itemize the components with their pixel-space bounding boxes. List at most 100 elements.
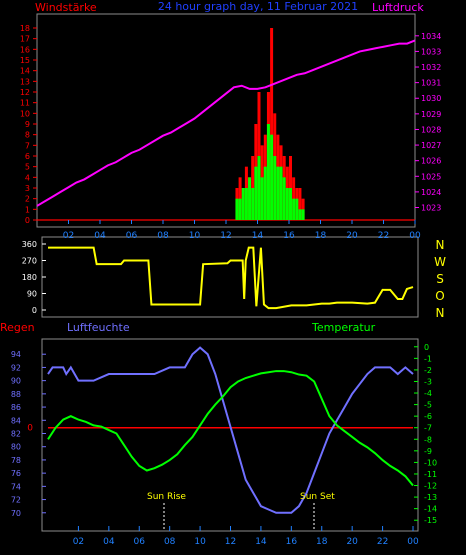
wind-tick-label: 10: [20, 109, 30, 118]
humidity-tick-label: 70: [11, 509, 21, 518]
wind-tick-label: 8: [25, 131, 30, 140]
temperature-tick-label: -10: [424, 458, 437, 467]
wind-tick-label: 2: [25, 195, 30, 204]
wind-tick-label: 12: [20, 88, 30, 97]
top-chart-axes: 0123456789101112131415161718102310241025…: [20, 24, 442, 241]
wind-gust-bar: [298, 188, 302, 220]
temperature-tick-label: -15: [424, 516, 437, 525]
bottom-hour-label: 00: [407, 537, 419, 547]
wind-mean-bar: [292, 198, 296, 220]
top-hour-label: 18: [315, 231, 327, 241]
temperatur-label: Temperatur: [311, 321, 376, 334]
temperature-tick-label: -3: [424, 377, 432, 386]
compass-letter: N: [436, 306, 445, 320]
wind-bars: [235, 28, 305, 220]
bottom-hour-label: 20: [346, 537, 358, 547]
top-hour-label: 14: [252, 231, 264, 241]
compass-letter: S: [436, 272, 444, 286]
wind-gust-bar: [270, 28, 274, 220]
wind-tick-label: 6: [25, 152, 30, 161]
bottom-hour-label: 16: [286, 537, 298, 547]
top-hour-label: 22: [378, 231, 389, 241]
humidity-tick-label: 76: [11, 469, 21, 478]
graph-title: 24 hour graph day, 11 Februar 2021: [158, 0, 358, 13]
wind-gust-bar: [292, 177, 296, 220]
wind-mean-bar: [235, 198, 239, 220]
regen-tick-label: 0: [27, 424, 33, 434]
wind-tick-label: 15: [20, 56, 30, 65]
compass-letter: O: [435, 289, 444, 303]
wind-mean-bar: [289, 188, 292, 220]
top-hour-label: 16: [283, 231, 295, 241]
humidity-line: [47, 346, 414, 514]
wind-mean-bar: [273, 156, 277, 220]
direction-tick-label: 0: [32, 306, 37, 315]
pressure-tick-label: 1023: [421, 204, 441, 213]
bottom-chart-frame: [41, 338, 419, 532]
temperature-tick-label: -2: [424, 366, 432, 375]
direction-tick-label: 360: [22, 240, 37, 249]
bottom-hour-label: 10: [194, 537, 206, 547]
top-hour-label: 08: [157, 231, 169, 241]
wind-tick-label: 5: [25, 163, 30, 172]
temperature-tick-label: -13: [424, 493, 437, 502]
pressure-tick-label: 1030: [421, 94, 441, 103]
wind-mean-bar: [260, 177, 264, 220]
top-hour-label: 02: [63, 231, 74, 241]
pressure-tick-label: 1034: [421, 32, 441, 41]
pressure-tick-label: 1024: [421, 188, 441, 197]
wind-tick-label: 13: [20, 77, 30, 86]
top-hour-label: 04: [94, 231, 106, 241]
pressure-tick-label: 1028: [421, 125, 441, 134]
luftdruck-title: Luftdruck: [372, 1, 424, 14]
direction-tick-label: 270: [22, 257, 37, 266]
wind-mean-bar: [298, 209, 302, 220]
wind-mean-bar: [295, 198, 299, 220]
temperature-tick-label: -11: [424, 470, 437, 479]
compass-letter: N: [436, 238, 445, 252]
pressure-tick-label: 1032: [421, 63, 441, 72]
sun-rise-label: Sun Rise: [147, 492, 186, 502]
wind-gust-bar: [238, 177, 242, 220]
regen-label: Regen: [0, 321, 35, 334]
temperature-tick-label: -14: [424, 505, 437, 514]
wind-direction-axes: 0 90 180 270 360: [22, 240, 46, 315]
wind-mean-bar: [301, 209, 305, 220]
humidity-tick-label: 94: [11, 350, 21, 359]
sun-set-label: Sun Set: [300, 492, 335, 502]
wind-tick-label: 18: [20, 24, 30, 33]
humidity-tick-label: 82: [11, 430, 21, 439]
humidity-tick-label: 86: [11, 403, 21, 412]
temperature-line: [47, 370, 414, 487]
wind-tick-label: 17: [20, 35, 30, 44]
wind-mean-bar: [270, 134, 274, 220]
wind-tick-label: 11: [20, 99, 30, 108]
bottom-hour-label: 12: [225, 537, 236, 547]
wind-tick-label: 1: [25, 205, 30, 214]
pressure-tick-label: 1025: [421, 172, 441, 181]
temperature-tick-label: -1: [424, 354, 432, 363]
humidity-tick-label: 74: [11, 482, 21, 491]
wind-mean-bar: [238, 198, 242, 220]
top-hour-label: 12: [220, 231, 231, 241]
wind-direction-line: [48, 246, 414, 310]
wind-mean-bar: [241, 188, 245, 220]
temperature-tick-label: -12: [424, 482, 437, 491]
wind-mean-bar: [257, 156, 261, 220]
wind-tick-label: 14: [20, 67, 30, 76]
wind-mean-bar: [254, 166, 258, 220]
pressure-tick-label: 1027: [421, 141, 441, 150]
pressure-tick-label: 1031: [421, 79, 441, 88]
bottom-hour-label: 14: [255, 537, 267, 547]
temperature-tick-label: -8: [424, 435, 432, 444]
wind-mean-bar: [263, 166, 267, 220]
pressure-tick-label: 1026: [421, 157, 441, 166]
humidity-temperature-lines: [47, 346, 414, 514]
humidity-tick-label: 92: [11, 363, 21, 372]
compass-letter: W: [434, 255, 446, 269]
pressure-line-group: [36, 39, 416, 207]
direction-tick-label: 180: [22, 273, 37, 282]
wind-tick-label: 16: [20, 45, 30, 54]
temperature-tick-label: -6: [424, 412, 432, 421]
